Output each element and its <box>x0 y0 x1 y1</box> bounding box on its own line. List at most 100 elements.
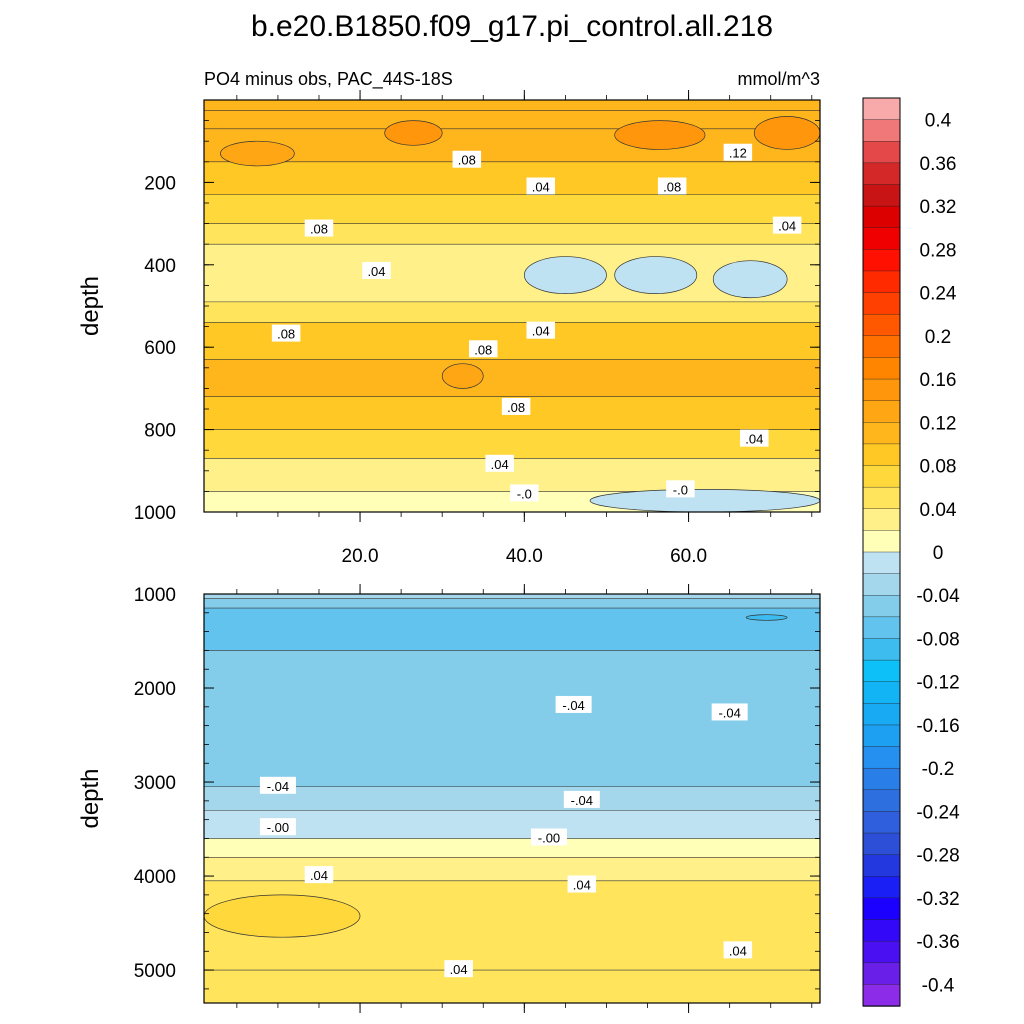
colorbar-tick-label: -0.08 <box>916 629 959 650</box>
contour-label-bg <box>723 941 753 959</box>
colorbar-segment <box>862 551 901 575</box>
contour-band <box>204 838 820 858</box>
y-axis-label: depth <box>77 768 104 828</box>
x-tick-label: 20.0 <box>342 546 379 567</box>
contour-label-bg <box>563 790 600 808</box>
colorbar-tick-label: -0.32 <box>916 889 959 910</box>
contour-band <box>204 194 820 224</box>
colorbar-tick-label: -0.04 <box>916 586 960 607</box>
y-tick-label: 600 <box>144 338 176 359</box>
upper-panel: .08.12.04.08.08.04.04.08.04.08.08.04.04-… <box>77 90 821 567</box>
chart-title: b.e20.B1850.f09_g17.pi_control.all.218 <box>251 10 773 43</box>
colorbar-frame <box>862 97 901 1007</box>
contour-label: -.04 <box>267 779 289 794</box>
contour-band <box>204 359 820 397</box>
colorbar-segment <box>862 357 901 380</box>
colorbar: 0.4 0.36 0.32 0.28 0.24 0.2 0.16 0.12 0.08 0.04 0 -… <box>862 97 960 1007</box>
contour-band <box>204 598 820 609</box>
colorbar-segment <box>862 335 901 359</box>
colorbar-tick-label: -0.4 <box>922 975 955 996</box>
contour-band <box>204 110 820 129</box>
colorbar-segment <box>862 313 901 337</box>
colorbar-segment <box>862 486 901 510</box>
colorbar-segment <box>862 638 901 661</box>
contour-label-bg <box>567 875 597 893</box>
colorbar-tick-label: -0.36 <box>916 932 959 953</box>
colorbar-segment <box>862 659 901 683</box>
colorbar-segment <box>862 400 901 423</box>
contour-label-bg <box>304 219 334 237</box>
colorbar-tick-label: 0.32 <box>920 197 957 218</box>
contour-label: .04 <box>532 324 550 339</box>
contour-patch <box>220 140 295 167</box>
colorbar-segment <box>862 897 901 921</box>
contour-patch <box>441 363 484 389</box>
contour-label-bg <box>271 324 301 342</box>
contour-label-bg <box>362 261 391 279</box>
y-tick-label: 3000 <box>134 773 176 794</box>
colorbar-segment <box>862 184 901 207</box>
contour-band <box>204 128 820 162</box>
contour-label: .04 <box>450 962 468 977</box>
y-tick-label: 1000 <box>134 503 176 524</box>
contour-label: -.0 <box>673 482 688 497</box>
colorbar-segment <box>862 746 901 769</box>
colorbar-segment <box>862 205 901 229</box>
contour-label-bg <box>444 960 473 978</box>
contour-label-bg <box>304 866 334 884</box>
contour-label: .04 <box>491 457 509 472</box>
contour-band <box>204 322 820 360</box>
contour-label: .08 <box>310 222 328 237</box>
colorbar-segment <box>862 876 901 899</box>
contour-band <box>204 970 820 1003</box>
y-axis-label: depth <box>77 276 104 336</box>
lower-panel: -.04 -.04 -.04 -.04 -.00 -.00 .04 .04 .04 .04 1000… <box>77 584 821 1013</box>
y-tick-label: 400 <box>144 256 176 277</box>
colorbar-tick-label: 0.04 <box>920 500 957 521</box>
y-tick-label: 200 <box>144 173 176 194</box>
colorbar-segment <box>862 984 901 1007</box>
contour-patch <box>203 894 361 938</box>
contour-label: .04 <box>729 943 747 958</box>
y-tick-label: 800 <box>144 421 176 442</box>
contour-band <box>204 161 820 195</box>
colorbar-tick-label: -0.28 <box>916 846 959 867</box>
contour-label-bg <box>526 177 555 195</box>
contour-label: .04 <box>745 432 763 447</box>
contour-label: .04 <box>532 180 550 195</box>
contour-band <box>204 810 820 839</box>
contour-patch <box>384 120 443 146</box>
contour-band <box>204 594 820 599</box>
contour-label-bg <box>711 703 748 721</box>
contour-label: .04 <box>778 219 796 234</box>
colorbar-segment <box>862 162 901 186</box>
contour-patch <box>589 488 821 513</box>
contour-band <box>204 857 820 881</box>
contour-label: -.0 <box>517 486 532 501</box>
contour-patch <box>614 120 706 150</box>
contour-band <box>204 301 820 323</box>
colorbar-segment <box>862 681 901 705</box>
colorbar-segment <box>862 270 901 294</box>
contour-band <box>204 223 820 245</box>
contour-band <box>204 429 820 459</box>
colorbar-segment <box>862 141 901 164</box>
colorbar-tick-label: 0.36 <box>920 154 957 175</box>
colorbar-tick-label: 0.28 <box>920 240 957 261</box>
colorbar-segment <box>862 249 901 272</box>
colorbar-tick-label: 0.16 <box>920 370 957 391</box>
contour-patch <box>523 256 607 294</box>
colorbar-tick-label: 0.2 <box>925 327 951 348</box>
contour-label: .04 <box>573 878 591 893</box>
colorbar-tick-label: 0.4 <box>925 111 952 132</box>
contour-label-bg <box>657 177 687 195</box>
plot-frame <box>203 593 821 1004</box>
colorbar-tick-label: 0 <box>933 543 944 564</box>
colorbar-tick-label: 0.08 <box>920 457 957 478</box>
chart-units-label: mmol/m^3 <box>738 69 820 89</box>
contour-label-bg <box>452 150 482 168</box>
colorbar-tick-label: -0.24 <box>916 802 960 823</box>
colorbar-segment <box>862 443 901 467</box>
colorbar-segment <box>862 854 901 877</box>
colorbar-segment <box>862 378 901 402</box>
